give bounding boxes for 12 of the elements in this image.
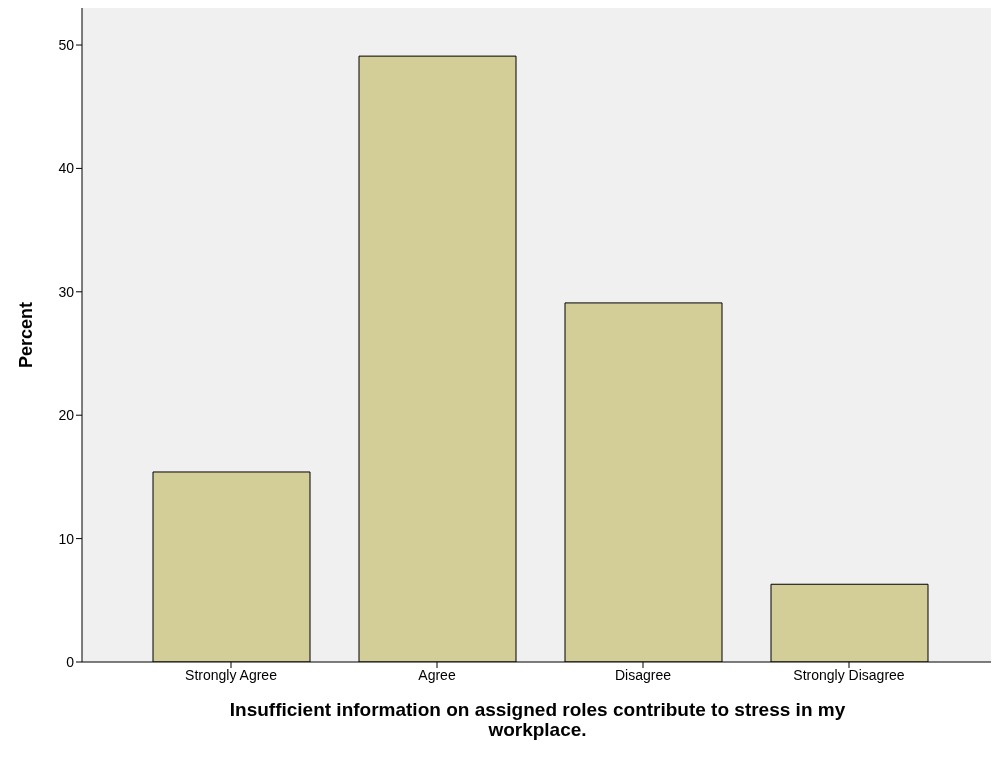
x-axis-title: Insufficient information on assigned roles contribute to stress in my workplace. [228,699,847,740]
y-axis-title: Percent [16,301,37,369]
x-tick-label: Strongly Agree [185,666,278,683]
x-tick-label: Agree [418,666,456,683]
y-tick-label: 10 [58,530,75,547]
y-tick-label: 0 [66,653,75,670]
x-tick-label: Strongly Disagree [793,666,905,683]
x-tick-label: Disagree [614,666,672,683]
y-tick-label: 20 [58,407,75,424]
y-tick-label: 50 [58,36,75,53]
y-tick-label: 30 [58,283,75,300]
y-tick-label: 40 [58,160,75,177]
